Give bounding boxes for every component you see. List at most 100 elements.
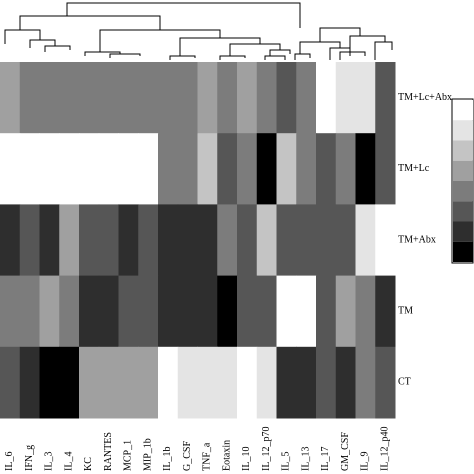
- heatmap-cell: [59, 204, 80, 277]
- heatmap-cell: [217, 133, 238, 205]
- heatmap-cell: [158, 62, 179, 134]
- x-tick-label: IL_13: [300, 447, 311, 471]
- heatmap-cell: [276, 62, 297, 134]
- row-label: TM+Lc+Abx: [398, 92, 452, 103]
- x-tick-label: IFN_g: [24, 445, 35, 471]
- heatmap-cell: [19, 346, 40, 419]
- heatmap-cell: [237, 133, 258, 205]
- heatmap-cell: [375, 62, 396, 134]
- dendrogram-link: [4, 2, 393, 60]
- heatmap-cell: [197, 133, 218, 205]
- dendrogram: [4, 2, 393, 60]
- heatmap-cell: [296, 346, 317, 419]
- heatmap-cell: [118, 133, 139, 205]
- heatmap-cell: [316, 133, 337, 205]
- heatmap-cell: [98, 133, 119, 205]
- heatmap-cell: [138, 346, 159, 419]
- heatmap-cell: [19, 204, 40, 277]
- heatmap-cell: [59, 275, 80, 348]
- heatmap-cell: [0, 275, 21, 348]
- legend-swatch: [453, 201, 473, 222]
- heatmap-cell: [0, 204, 21, 277]
- x-tick-label: IL_12_p70: [261, 427, 272, 471]
- heatmap-cell: [316, 346, 337, 419]
- heatmap-cell: [118, 62, 139, 134]
- heatmap-cell: [335, 346, 356, 419]
- row-label: TM+Abx: [398, 234, 436, 245]
- heatmap-cell: [355, 62, 376, 134]
- heatmap-cell: [335, 275, 356, 348]
- heatmap-cell: [296, 133, 317, 205]
- row-label: TM: [398, 305, 413, 316]
- x-tick-label: RANTES: [103, 432, 114, 471]
- heatmap-cell: [335, 133, 356, 205]
- heatmap-cell: [118, 204, 139, 277]
- heatmap-cell: [256, 346, 277, 419]
- heatmap-cell: [316, 204, 337, 277]
- heatmap-cell: [296, 275, 317, 348]
- heatmap-cell: [158, 275, 179, 348]
- heatmap-cell: [197, 62, 218, 134]
- heatmap-cell: [177, 204, 198, 277]
- heatmap-cell: [197, 346, 218, 419]
- heatmap-cell: [79, 133, 100, 205]
- x-tick-label: IL_1b: [162, 447, 173, 471]
- x-tick-label: IL_5: [281, 452, 292, 471]
- heatmap-cell: [98, 275, 119, 348]
- heatmap-cell: [217, 62, 238, 134]
- heatmap-cell: [375, 204, 396, 277]
- heatmap-cell: [237, 204, 258, 277]
- heatmap-cell: [19, 275, 40, 348]
- heatmap-cell: [59, 62, 80, 134]
- x-tick-label: IL_3: [44, 452, 55, 471]
- heatmap-cell: [158, 204, 179, 277]
- heatmap-cell: [296, 62, 317, 134]
- heatmap-cell: [197, 275, 218, 348]
- legend-swatch: [453, 181, 473, 202]
- heatmap-cell: [276, 346, 297, 419]
- heatmap-cell: [237, 62, 258, 134]
- x-tick-label: Eotaxin: [221, 440, 232, 471]
- heatmap-cell: [138, 275, 159, 348]
- heatmap-cell: [177, 62, 198, 134]
- heatmap-cell: [335, 62, 356, 134]
- row-label: TM+Lc: [398, 163, 430, 174]
- legend-swatch: [453, 241, 473, 262]
- x-tick-label: IL_17: [320, 447, 331, 471]
- heatmap-cell: [276, 204, 297, 277]
- heatmap-cell: [256, 62, 277, 134]
- heatmap-cell: [39, 204, 60, 277]
- heatmap-cell: [256, 204, 277, 277]
- x-tick-label: IL_10: [241, 447, 252, 471]
- heatmap-cell: [276, 275, 297, 348]
- heatmap-cell: [355, 346, 376, 419]
- heatmap-cell: [138, 133, 159, 205]
- heatmap-cell: [217, 204, 238, 277]
- heatmap-cell: [177, 133, 198, 205]
- heatmap-cell: [355, 133, 376, 205]
- heatmap-cell: [79, 346, 100, 419]
- legend-swatch: [453, 140, 473, 161]
- heatmap-cell: [335, 204, 356, 277]
- heatmap-cell: [39, 346, 60, 419]
- heatmap-cell: [0, 133, 21, 205]
- x-tick-label: G_CSF: [182, 441, 193, 471]
- heatmap-cell: [39, 275, 60, 348]
- heatmap-cell: [138, 62, 159, 134]
- heatmap-cell: [39, 62, 60, 134]
- heatmap-cell: [217, 275, 238, 348]
- x-tick-label: GM_CSF: [340, 432, 351, 471]
- heatmap-cell: [0, 62, 21, 134]
- heatmap-cell: [316, 62, 337, 134]
- legend-swatch: [453, 100, 473, 121]
- heatmap-cell: [19, 62, 40, 134]
- heatmap-cell: [375, 275, 396, 348]
- heatmap-cell: [355, 204, 376, 277]
- heatmap-cell: [39, 133, 60, 205]
- row-label: CT: [398, 377, 411, 388]
- legend-swatch: [453, 120, 473, 141]
- heatmap-cell: [79, 62, 100, 134]
- x-tick-label: IL_4: [63, 452, 74, 471]
- heatmap-cell: [355, 275, 376, 348]
- heatmap-cell: [316, 275, 337, 348]
